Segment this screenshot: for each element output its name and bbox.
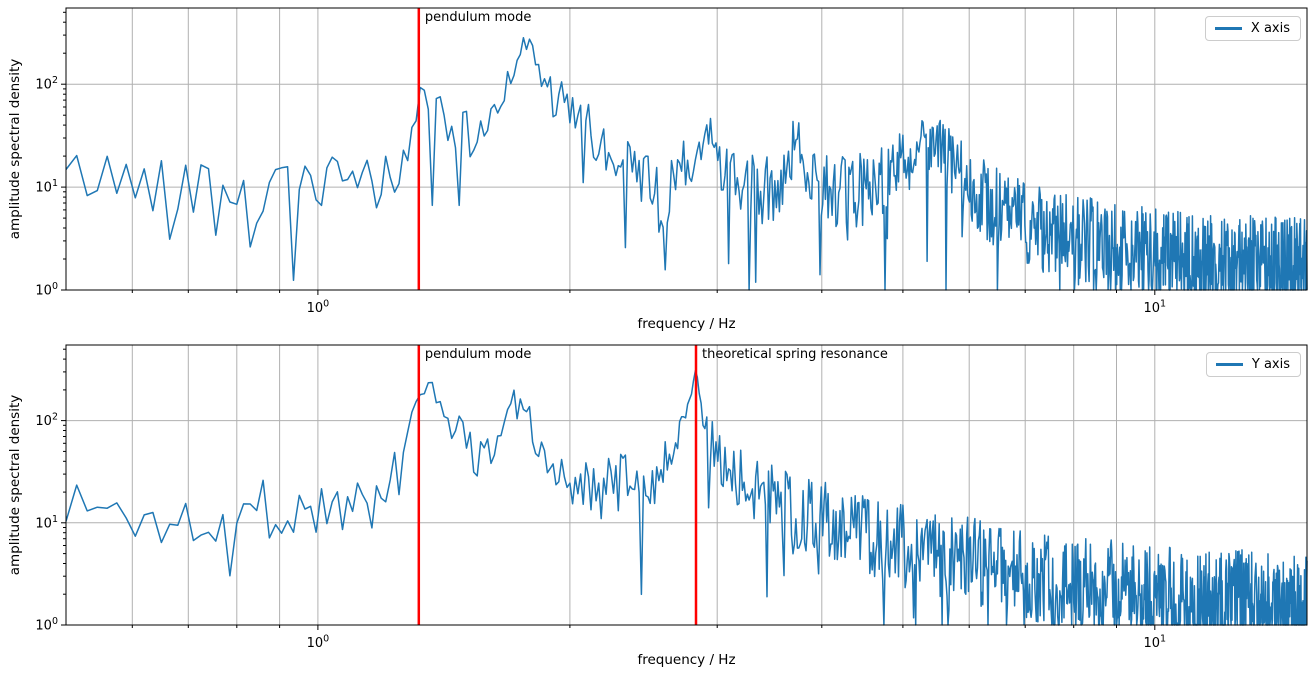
svg-text:100: 100 bbox=[307, 634, 330, 652]
axes-spines-bottom bbox=[65, 344, 1308, 626]
svg-text:102: 102 bbox=[35, 412, 58, 430]
subplot-bottom: 100 101 100 101 102 bbox=[35, 344, 1308, 651]
legend-label-x-axis: X axis bbox=[1250, 21, 1290, 36]
legend-bottom: Y axis bbox=[1205, 352, 1301, 377]
grid-bottom bbox=[66, 345, 1307, 625]
x-axis-label-bottom: frequency / Hz bbox=[637, 652, 736, 668]
annotation-theoretical-spring-resonance: theoretical spring resonance bbox=[702, 347, 888, 362]
ticks-top bbox=[61, 11, 1156, 295]
subplot-top: 100 101 100 101 102 bbox=[35, 7, 1308, 317]
svg-text:101: 101 bbox=[1144, 634, 1167, 652]
legend-top: X axis bbox=[1204, 16, 1301, 41]
legend-line-sample-y bbox=[1215, 363, 1243, 366]
legend-line-sample-x bbox=[1214, 27, 1242, 30]
svg-text:101: 101 bbox=[35, 178, 58, 196]
svg-text:100: 100 bbox=[35, 616, 58, 634]
series-line-x-axis bbox=[65, 36, 1308, 291]
legend-label-y-axis: Y axis bbox=[1251, 357, 1290, 372]
annotation-pendulum-mode-bottom: pendulum mode bbox=[424, 347, 532, 362]
series-line-y-axis bbox=[65, 369, 1308, 626]
y-axis-label-top: amplitude spectral density bbox=[7, 58, 23, 240]
svg-text:101: 101 bbox=[35, 514, 58, 532]
svg-text:101: 101 bbox=[1144, 299, 1167, 317]
annotation-pendulum-mode-top: pendulum mode bbox=[424, 10, 532, 25]
axes-spines-top bbox=[65, 7, 1308, 291]
ticks-bottom bbox=[61, 348, 1156, 630]
tick-labels-bottom: 100 101 100 101 102 bbox=[35, 412, 1166, 651]
svg-text:100: 100 bbox=[35, 281, 58, 299]
svg-text:100: 100 bbox=[307, 299, 330, 317]
x-axis-label-top: frequency / Hz bbox=[637, 316, 736, 332]
y-axis-label-bottom: amplitude spectral density bbox=[7, 394, 23, 576]
svg-text:102: 102 bbox=[35, 75, 58, 93]
